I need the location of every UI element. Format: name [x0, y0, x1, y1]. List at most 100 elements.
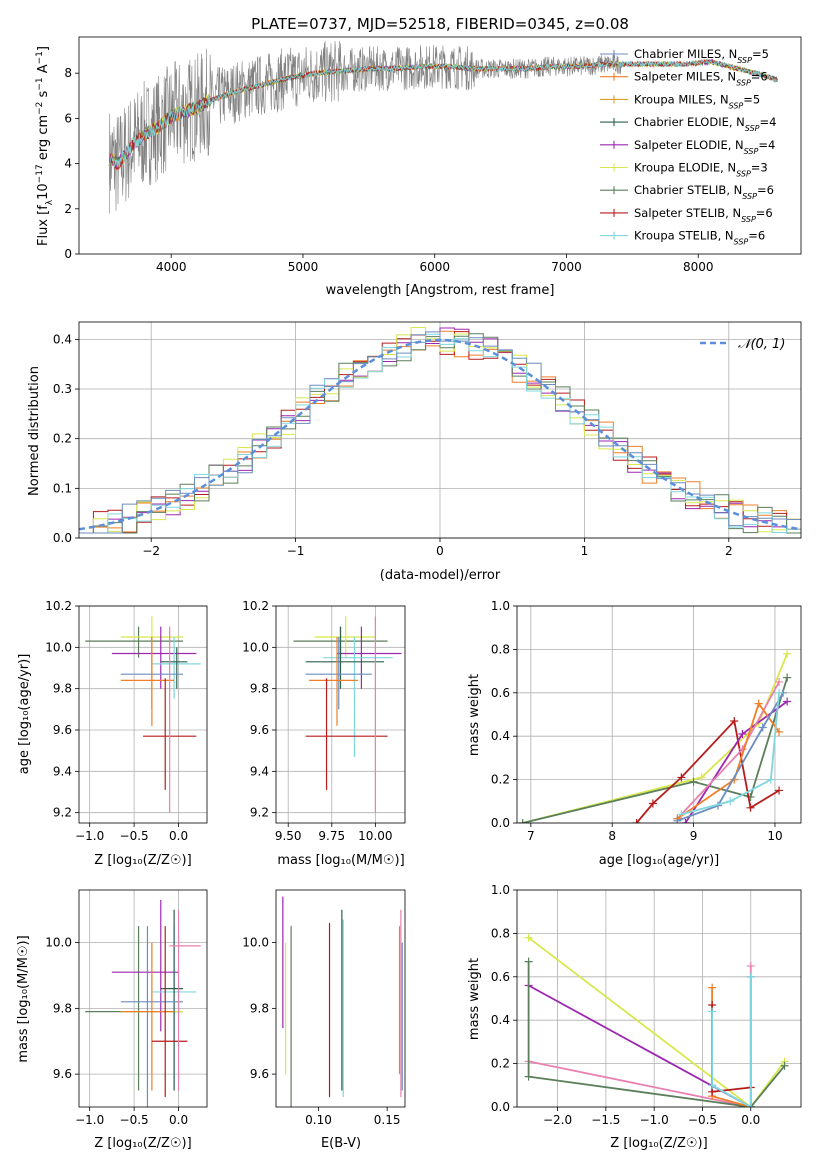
weight-marker	[708, 983, 717, 992]
weight-line	[711, 976, 752, 1107]
mass-vs-Z-panel: −1.0 −0.5 0.0 9.6 9.8 10.0 Z [log₁₀(Z/Z☉)] ma…	[16, 889, 208, 1151]
mass-vs-Z-ylabel: mass [log₁₀(M/M☉)]	[16, 935, 31, 1062]
error-bar-point	[151, 926, 188, 1098]
plot-content	[85, 899, 201, 1107]
x-tick-label: 9.75	[318, 829, 345, 843]
weight-marker	[775, 688, 784, 697]
ylabel-part: −1	[35, 77, 45, 90]
weight-marker	[632, 819, 641, 823]
ylabel-part: erg cm	[36, 115, 51, 164]
plot-content	[293, 616, 402, 813]
legend-label: Kroupa STELIB, NSSP=6	[634, 229, 765, 247]
spectrum-plot-area: 4000 5000 6000 7000 8000 0 2 4 6 8	[64, 36, 802, 274]
y-tick-label: 9.6	[53, 1067, 72, 1081]
plot-content	[518, 649, 792, 823]
age-vs-Z-ylabel: age [log₁₀(age/yr)]	[17, 654, 32, 775]
legend-label-suffix: =6	[751, 70, 768, 84]
legend-label: Chabrier STELIB, NSSP=6	[634, 183, 774, 201]
weight-marker	[726, 797, 735, 806]
x-tick-label: 0.0	[169, 1113, 188, 1127]
y-tick-label: 10.0	[45, 640, 72, 654]
age-vs-Z-xlabel: Z [log₁₀(Z/Z☉)]	[94, 853, 191, 868]
axes: −2 −1 0 1 2 0.0 0.1 0.2 0.3 0.4	[53, 321, 802, 558]
x-tick-label: −1	[287, 544, 305, 558]
massweight-vs-age-xlabel: age [log₁₀(age/yr)]	[599, 853, 720, 868]
y-tick-label: 10.0	[242, 640, 269, 654]
weight-series	[524, 957, 789, 1107]
weight-line	[522, 677, 789, 823]
weight-marker	[746, 961, 755, 970]
legend-label: Salpeter ELODIE, NSSP=4	[634, 138, 775, 156]
y-tick-label: 2	[64, 202, 72, 216]
age-vs-mass-plot-area: 9.50 9.75 10.00 9.2 9.4 9.6 9.8 10.0 10.2	[242, 599, 406, 843]
weight-series	[708, 972, 755, 1107]
ylabel-part: −17	[35, 164, 45, 183]
weight-marker	[524, 957, 533, 966]
legend-label-suffix: =3	[751, 161, 768, 175]
x-tick-label: −0.5	[688, 1113, 717, 1127]
legend-label-text: Chabrier ELODIE, N	[634, 115, 745, 129]
legend-label-suffix: =4	[758, 138, 775, 152]
plot-background	[517, 890, 801, 1107]
x-tick-label: 10	[767, 829, 782, 843]
x-tick-label: 8	[608, 829, 616, 843]
weight-marker	[766, 775, 775, 784]
weight-marker	[775, 786, 784, 795]
axes-frame	[78, 36, 802, 255]
legend-label-text: Salpeter ELODIE, N	[634, 138, 744, 152]
legend-label-text: Kroupa ELODIE, N	[634, 161, 736, 175]
x-tick-label: 0.0	[741, 1113, 760, 1127]
y-tick-label: 9.4	[250, 764, 269, 778]
x-tick-label: 10.00	[358, 829, 392, 843]
residuals-panel: −2 −1 0 1 2 0.0 0.1 0.2 0.3 0.4 (data-model)/erro…	[27, 321, 802, 583]
weight-marker	[775, 677, 784, 686]
y-tick-label: 0.4	[53, 332, 72, 346]
legend-label-sub: SSP	[744, 146, 759, 155]
spectrum-title: PLATE=0737, MJD=52518, FIBERID=0345, z=0…	[251, 15, 629, 33]
weight-marker	[697, 773, 706, 782]
weight-marker	[746, 972, 755, 981]
y-tick-label: 0.3	[53, 382, 72, 396]
ylabel-part: −1	[35, 51, 45, 64]
axes: 9.50 9.75 10.00 9.2 9.4 9.6 9.8 10.0 10.2	[242, 599, 406, 843]
legend-label: Chabrier ELODIE, NSSP=4	[634, 115, 776, 133]
error-bar-point	[305, 637, 372, 710]
residuals-legend: 𝒩(0, 1)	[700, 337, 785, 352]
legend-label: Kroupa ELODIE, NSSP=3	[634, 161, 768, 179]
x-tick-label: 0	[436, 544, 444, 558]
y-tick-label: 0.2	[53, 432, 72, 446]
weight-series	[518, 673, 792, 823]
y-tick-label: 10.2	[242, 599, 269, 613]
legend-label-text: Chabrier MILES, N	[634, 47, 737, 61]
weight-line	[522, 653, 789, 823]
age-vs-Z-panel: −1.0 −0.5 0.0 9.2 9.4 9.6 9.8 10.0 10.2 Z [log₁₀…	[17, 599, 208, 868]
age-vs-mass-panel: 9.50 9.75 10.00 9.2 9.4 9.6 9.8 10.0 10.2 mass […	[242, 599, 406, 868]
error-bar-point	[169, 909, 201, 1091]
legend-label: Chabrier MILES, NSSP=5	[634, 47, 769, 65]
y-tick-label: 0.8	[491, 926, 510, 940]
x-tick-label: 2	[725, 544, 733, 558]
axes: 0.10 0.15 9.6 9.8 10.0	[242, 889, 406, 1127]
weight-marker	[746, 1103, 755, 1107]
error-bar-point	[309, 637, 358, 726]
residuals-ylabel: Normed distribution	[27, 366, 42, 496]
axes-frame	[516, 889, 802, 1108]
plot-content	[282, 896, 403, 1107]
y-tick-label: 9.2	[250, 806, 269, 820]
error-bar-point	[314, 616, 376, 658]
legend-label: Salpeter MILES, NSSP=6	[634, 70, 768, 88]
y-tick-label: 9.6	[53, 723, 72, 737]
weight-marker	[708, 1081, 717, 1090]
x-tick-label: 8000	[683, 260, 714, 274]
error-bar-point	[305, 626, 385, 689]
plot-background	[79, 606, 207, 823]
legend-label: Salpeter STELIB, NSSP=6	[634, 206, 773, 224]
x-tick-label: 9.50	[275, 829, 302, 843]
mass-vs-ebv-plot-area: 0.10 0.15 9.6 9.8 10.0	[242, 889, 406, 1127]
x-tick-label: 0.10	[305, 1113, 332, 1127]
legend-label-text: Kroupa STELIB, N	[634, 229, 734, 243]
x-tick-label: 0.15	[374, 1113, 401, 1127]
y-tick-label: 8	[64, 66, 72, 80]
y-tick-label: 1.0	[491, 599, 510, 613]
y-tick-label: 1.0	[491, 883, 510, 897]
